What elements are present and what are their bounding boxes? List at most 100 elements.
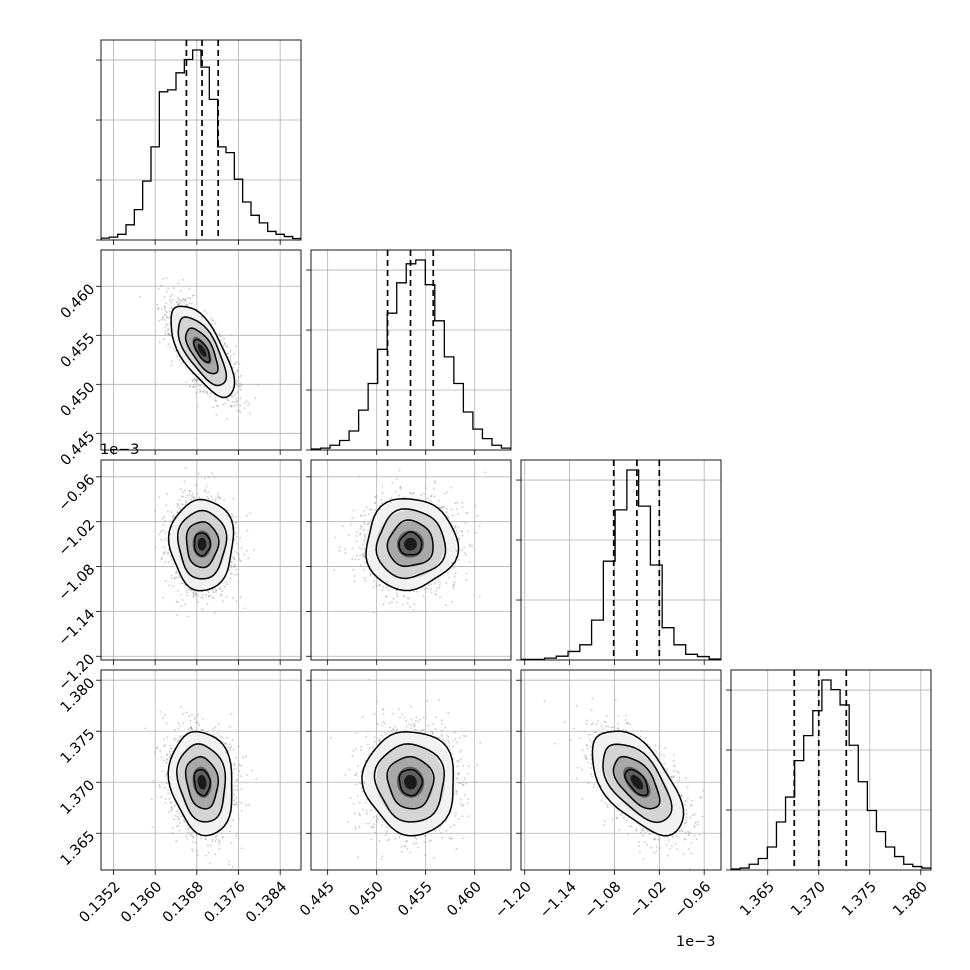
sample-point <box>378 738 381 741</box>
sample-point <box>230 406 233 408</box>
sample-point <box>220 832 223 835</box>
sample-point <box>166 316 169 319</box>
sample-point <box>456 501 459 504</box>
sample-point <box>367 730 369 733</box>
sample-point <box>654 744 657 747</box>
sample-point <box>450 487 452 489</box>
sample-point <box>461 506 464 508</box>
sample-point <box>188 490 191 493</box>
sample-point <box>195 592 198 595</box>
sample-point <box>229 350 232 352</box>
sample-point <box>693 834 696 837</box>
sample-point <box>232 516 235 518</box>
sample-point <box>375 815 378 818</box>
sample-point <box>177 601 180 604</box>
sample-point <box>362 553 364 556</box>
sample-point <box>454 738 456 741</box>
sample-point <box>178 359 181 361</box>
sample-point <box>363 539 366 542</box>
sample-point <box>440 729 443 732</box>
sample-point <box>156 746 159 748</box>
sample-point <box>175 600 178 603</box>
sample-point <box>179 736 181 738</box>
histogram-3 <box>731 679 931 870</box>
sample-point <box>391 482 394 484</box>
sample-point <box>659 753 662 756</box>
sample-point <box>686 786 689 789</box>
sample-point <box>678 776 681 779</box>
sample-point <box>666 768 669 771</box>
sample-point <box>479 741 481 744</box>
sample-point <box>474 505 477 507</box>
sample-point <box>601 799 603 802</box>
sample-point <box>179 488 182 491</box>
sample-point <box>554 742 556 745</box>
sample-point <box>417 720 419 723</box>
sample-point <box>693 813 696 815</box>
sample-point <box>653 748 655 751</box>
sample-point <box>403 595 406 598</box>
sample-point <box>448 741 450 744</box>
sample-point <box>354 558 357 561</box>
sample-point <box>182 582 184 585</box>
sample-point <box>170 364 173 367</box>
sample-point <box>163 515 166 518</box>
sample-point <box>370 519 372 521</box>
sample-point <box>364 579 367 582</box>
sample-point <box>438 506 441 509</box>
sample-point <box>405 725 408 728</box>
sample-point <box>665 843 668 846</box>
sample-point <box>178 298 181 301</box>
sample-point <box>165 761 168 764</box>
sample-point <box>581 749 584 752</box>
sample-point <box>239 536 242 539</box>
sample-point <box>163 714 166 716</box>
sample-point <box>352 749 355 752</box>
sample-point <box>233 404 235 407</box>
sample-point <box>449 825 452 828</box>
sample-point <box>167 328 170 330</box>
sample-point <box>611 818 614 821</box>
sample-point <box>602 727 605 729</box>
sample-point <box>161 517 164 520</box>
sample-point <box>181 361 184 364</box>
sample-point <box>352 509 355 512</box>
sample-point <box>387 838 390 841</box>
sample-point <box>410 724 413 726</box>
sample-point <box>462 781 465 783</box>
y-tick-label: −0.96 <box>56 472 99 515</box>
sample-point <box>586 719 588 722</box>
sample-point <box>357 856 360 858</box>
sample-point <box>422 717 425 719</box>
sample-point <box>386 839 389 842</box>
sample-point <box>238 363 241 365</box>
sample-point <box>214 726 217 729</box>
sample-point <box>172 585 175 588</box>
sample-point <box>214 397 217 399</box>
sample-point <box>160 556 163 559</box>
sample-point <box>196 854 199 856</box>
sample-point <box>377 723 380 726</box>
sample-point <box>245 755 247 758</box>
sample-point <box>230 713 233 715</box>
sample-point <box>192 496 195 499</box>
sample-point <box>190 498 193 501</box>
sample-point <box>216 495 219 498</box>
sample-point <box>410 727 413 730</box>
sample-point <box>174 728 176 731</box>
sample-point <box>236 369 239 372</box>
sample-point <box>202 718 205 720</box>
sample-point <box>392 712 394 715</box>
panel-3-0 <box>96 669 302 875</box>
sample-point <box>382 603 384 606</box>
sample-point <box>455 508 458 510</box>
sample-point <box>441 735 443 737</box>
sample-point <box>159 531 162 533</box>
sample-point <box>361 528 364 531</box>
sample-point <box>189 385 192 388</box>
sample-point <box>239 375 242 377</box>
sample-point <box>197 721 200 724</box>
sample-point <box>171 832 174 835</box>
sample-point <box>448 576 451 579</box>
sample-point <box>168 756 171 759</box>
